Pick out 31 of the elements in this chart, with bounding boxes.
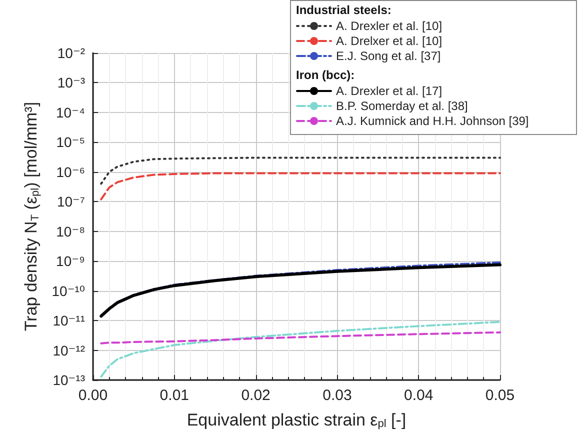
legend-label: A. Drexler et al. [10]: [336, 19, 442, 33]
y-tick-label: 10⁻¹¹: [52, 312, 86, 329]
line-series: [100, 156, 501, 185]
y-tick-label: 10⁻³: [57, 74, 86, 91]
x-tick-label: 0.04: [404, 387, 434, 404]
y-tick-label: 10⁻¹³: [52, 372, 86, 388]
y-tick-label: 10⁻¹⁰: [52, 282, 86, 299]
y-tick-label: 10⁻¹²: [52, 342, 86, 358]
y-tick-label: 10⁻²: [57, 45, 86, 61]
legend-label: A.J. Kumnick and H.H. Johnson [39]: [336, 114, 529, 128]
legend-label: A. Drelxer et al. [10]: [336, 34, 442, 48]
line-series: [100, 320, 501, 378]
y-tick-label: 10⁻⁴: [56, 104, 85, 120]
y-tick-label: 10⁻⁷: [56, 194, 85, 210]
legend-label: A. Drexler et al. [17]: [336, 84, 442, 98]
x-tick-label: 0.05: [485, 387, 515, 404]
line-series: [100, 331, 501, 344]
legend-label: E.J. Song et al. [37]: [336, 49, 441, 63]
y-tick-label: 10⁻⁸: [56, 223, 86, 240]
x-tick-label: 0.00: [78, 387, 108, 404]
text: Industrial steels:: [296, 3, 392, 17]
x-tick-label: 0.03: [322, 387, 352, 404]
x-tick-label: 0.01: [160, 387, 189, 404]
annotation: Iron (bcc):: [296, 68, 355, 82]
y-axis-title: Trap density NT (εpl) [mol/mm³]: [22, 102, 42, 332]
y-tick-label: 10⁻⁹: [56, 253, 85, 270]
x-tick-label: 0.02: [241, 387, 270, 404]
y-tick-label: 10⁻⁵: [56, 134, 85, 150]
line-series: [100, 172, 501, 200]
y-tick-label: 10⁻⁶: [56, 164, 85, 180]
legend-label: B.P. Somerday et al. [38]: [336, 99, 468, 113]
